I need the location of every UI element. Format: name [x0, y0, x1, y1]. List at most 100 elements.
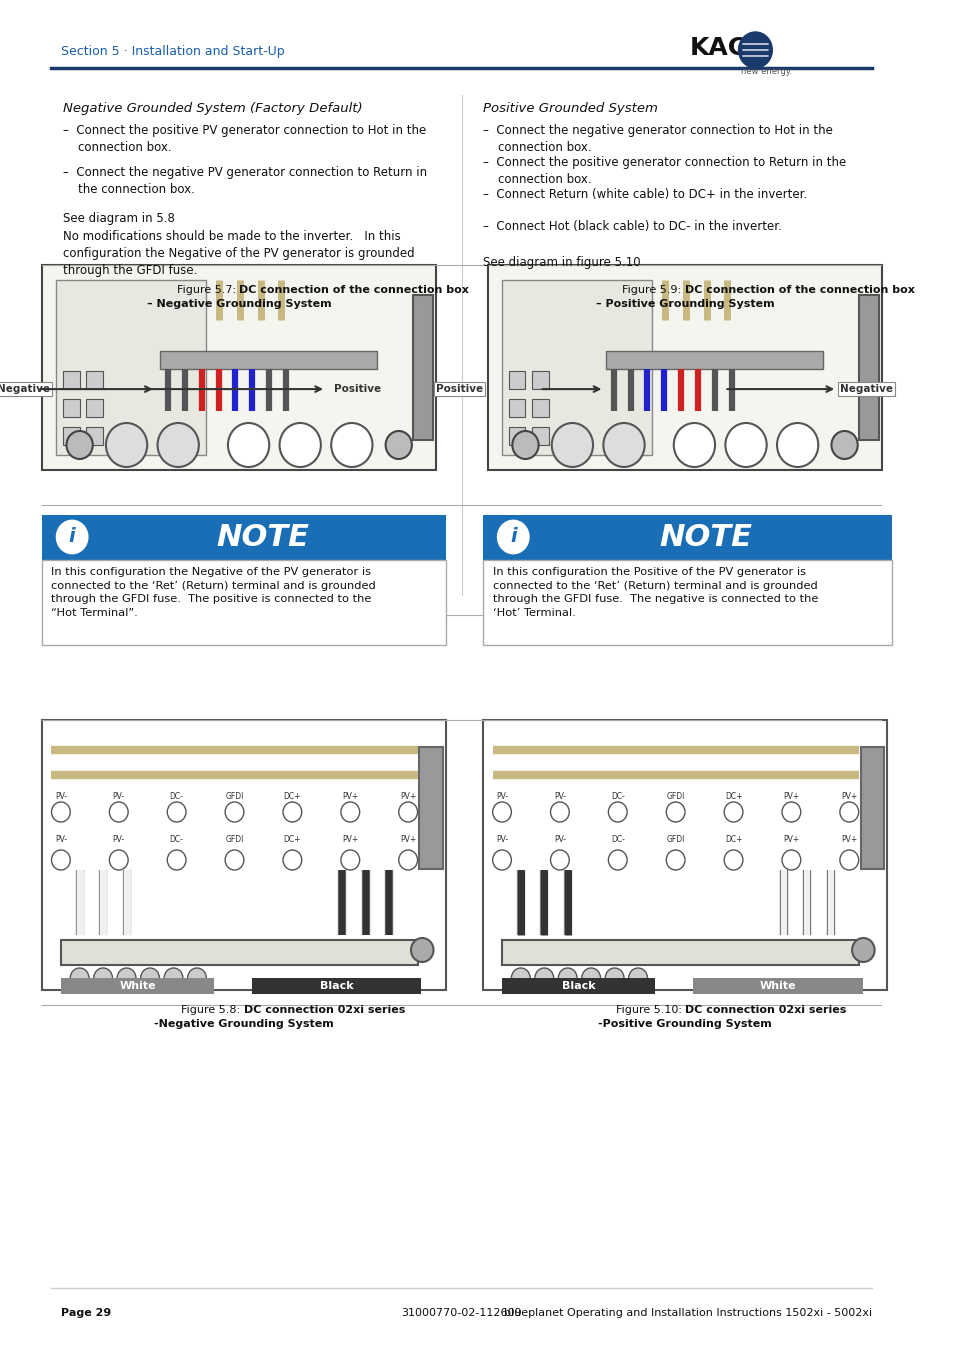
Text: GFDI: GFDI — [225, 792, 243, 801]
Bar — [483, 560, 891, 645]
Text: –  Connect Hot (black cable) to DC- in the inverter.: – Connect Hot (black cable) to DC- in th… — [483, 220, 781, 234]
Bar — [86, 427, 103, 446]
Text: PV+: PV+ — [782, 792, 799, 801]
Bar — [86, 400, 103, 417]
Circle shape — [551, 423, 593, 467]
Text: KACO: KACO — [689, 36, 767, 59]
Text: In this configuration the Negative of the PV generator is
connected to the ‘Ret’: In this configuration the Negative of th… — [51, 567, 375, 618]
Text: Positive Grounded System: Positive Grounded System — [483, 103, 658, 115]
Text: DC connection 02xi series: DC connection 02xi series — [684, 1004, 845, 1015]
Circle shape — [164, 968, 183, 988]
Text: DC-: DC- — [170, 836, 183, 844]
Text: NOTE: NOTE — [659, 522, 752, 552]
Circle shape — [110, 802, 128, 822]
Bar — [501, 977, 655, 994]
Circle shape — [67, 431, 92, 459]
Text: DC connection of the connection box: DC connection of the connection box — [239, 285, 469, 296]
Bar — [419, 747, 442, 868]
Text: PV+: PV+ — [342, 836, 358, 844]
Circle shape — [581, 968, 600, 988]
Circle shape — [140, 968, 159, 988]
Circle shape — [738, 32, 772, 68]
Text: GFDI: GFDI — [666, 836, 684, 844]
Bar — [63, 371, 79, 389]
Bar — [160, 351, 376, 369]
Text: i: i — [510, 528, 516, 547]
Circle shape — [781, 850, 800, 869]
Text: –  Connect the negative PV generator connection to Return in
    the connection : – Connect the negative PV generator conn… — [63, 166, 426, 196]
Circle shape — [673, 423, 715, 467]
Text: GFDI: GFDI — [666, 792, 684, 801]
Text: i: i — [69, 528, 75, 547]
Bar — [42, 560, 445, 645]
Circle shape — [608, 802, 626, 822]
Circle shape — [723, 850, 742, 869]
Circle shape — [188, 968, 206, 988]
Text: – Negative Grounding System: – Negative Grounding System — [147, 298, 332, 309]
Bar — [63, 427, 79, 446]
Text: DC connection of the connection box: DC connection of the connection box — [684, 285, 914, 296]
Text: 31000770-02-112609: 31000770-02-112609 — [401, 1308, 521, 1318]
Bar — [63, 400, 79, 417]
Circle shape — [225, 802, 244, 822]
Bar — [508, 400, 525, 417]
Text: Positive: Positive — [334, 385, 380, 394]
Circle shape — [831, 431, 857, 459]
Circle shape — [781, 802, 800, 822]
Circle shape — [340, 802, 359, 822]
Bar — [56, 279, 206, 455]
Circle shape — [492, 802, 511, 822]
Circle shape — [283, 850, 301, 869]
Text: No modifications should be made to the inverter.   In this
configuration the Neg: No modifications should be made to the i… — [63, 230, 414, 277]
Circle shape — [512, 431, 538, 459]
Circle shape — [93, 968, 112, 988]
Text: blueplanet Operating and Installation Instructions 1502xi - 5002xi: blueplanet Operating and Installation In… — [503, 1308, 871, 1318]
Bar — [252, 977, 421, 994]
Circle shape — [71, 968, 89, 988]
Bar — [605, 351, 822, 369]
Circle shape — [628, 968, 647, 988]
Bar — [532, 400, 548, 417]
Text: DC+: DC+ — [283, 792, 301, 801]
Bar — [532, 427, 548, 446]
Text: Negative Grounded System (Factory Default): Negative Grounded System (Factory Defaul… — [63, 103, 362, 115]
Circle shape — [602, 423, 644, 467]
Bar — [42, 514, 445, 560]
Circle shape — [535, 968, 553, 988]
Text: In this configuration the Positive of the PV generator is
connected to the ‘Ret’: In this configuration the Positive of th… — [492, 567, 817, 618]
Circle shape — [839, 850, 858, 869]
Text: DC+: DC+ — [724, 792, 741, 801]
Text: DC-: DC- — [610, 836, 624, 844]
Bar — [61, 977, 214, 994]
Circle shape — [550, 850, 569, 869]
Text: Figure 5.9:: Figure 5.9: — [621, 285, 684, 296]
Text: PV-: PV- — [496, 792, 508, 801]
Circle shape — [665, 802, 684, 822]
Text: – Positive Grounding System: – Positive Grounding System — [595, 298, 774, 309]
Text: PV-: PV- — [554, 792, 565, 801]
Bar — [483, 720, 886, 990]
Bar — [483, 514, 891, 560]
Circle shape — [851, 938, 874, 963]
Circle shape — [228, 423, 269, 467]
Circle shape — [839, 802, 858, 822]
Text: Section 5 · Installation and Start-Up: Section 5 · Installation and Start-Up — [61, 46, 284, 58]
Text: Negative: Negative — [839, 385, 892, 394]
Text: PV-: PV- — [112, 792, 125, 801]
Circle shape — [157, 423, 198, 467]
Text: GFDI: GFDI — [225, 836, 243, 844]
Text: PV+: PV+ — [782, 836, 799, 844]
Bar — [42, 265, 436, 470]
Text: Figure 5.8:: Figure 5.8: — [181, 1004, 244, 1015]
Circle shape — [340, 850, 359, 869]
Bar — [693, 977, 862, 994]
Text: PV-: PV- — [54, 836, 67, 844]
Bar — [508, 427, 525, 446]
Text: –  Connect the negative generator connection to Hot in the
    connection box.: – Connect the negative generator connect… — [483, 124, 832, 154]
Circle shape — [167, 850, 186, 869]
Text: Black: Black — [319, 981, 354, 991]
Bar — [487, 265, 882, 470]
Text: PV+: PV+ — [841, 792, 857, 801]
Circle shape — [398, 802, 417, 822]
Text: DC connection 02xi series: DC connection 02xi series — [244, 1004, 405, 1015]
